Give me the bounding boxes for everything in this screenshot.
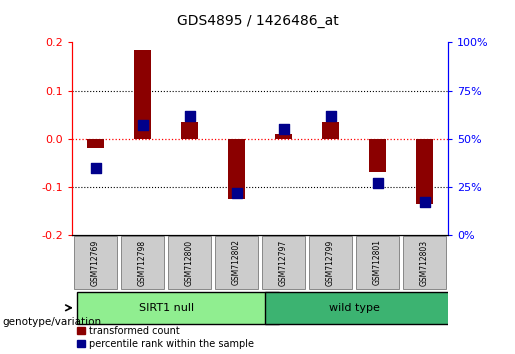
Text: wild type: wild type bbox=[329, 303, 380, 313]
FancyBboxPatch shape bbox=[122, 236, 164, 289]
FancyBboxPatch shape bbox=[263, 236, 305, 289]
Bar bbox=[134, 50, 151, 139]
Text: genotype/variation: genotype/variation bbox=[3, 317, 101, 327]
Bar bbox=[181, 122, 198, 139]
FancyBboxPatch shape bbox=[310, 236, 352, 289]
Point bbox=[92, 165, 100, 170]
FancyBboxPatch shape bbox=[265, 292, 467, 324]
Text: GSM712801: GSM712801 bbox=[373, 239, 382, 285]
Text: SIRT1 null: SIRT1 null bbox=[139, 303, 194, 313]
Text: GSM712799: GSM712799 bbox=[326, 239, 335, 286]
Point bbox=[327, 113, 335, 119]
Point bbox=[373, 180, 382, 186]
FancyBboxPatch shape bbox=[168, 236, 211, 289]
Text: GSM712797: GSM712797 bbox=[279, 239, 288, 286]
Text: GSM712769: GSM712769 bbox=[91, 239, 100, 286]
FancyBboxPatch shape bbox=[215, 236, 258, 289]
Text: GSM712798: GSM712798 bbox=[138, 239, 147, 286]
FancyBboxPatch shape bbox=[75, 236, 117, 289]
Text: GSM712803: GSM712803 bbox=[420, 239, 429, 286]
Point bbox=[280, 126, 288, 132]
FancyBboxPatch shape bbox=[403, 236, 445, 289]
Point bbox=[232, 190, 241, 195]
Text: GSM712802: GSM712802 bbox=[232, 239, 241, 285]
Point bbox=[185, 113, 194, 119]
Bar bbox=[88, 139, 104, 148]
Bar bbox=[322, 122, 339, 139]
Legend: transformed count, percentile rank within the sample: transformed count, percentile rank withi… bbox=[77, 326, 253, 349]
Bar bbox=[228, 139, 245, 199]
Point bbox=[139, 122, 147, 128]
Bar bbox=[276, 134, 292, 139]
FancyBboxPatch shape bbox=[77, 292, 279, 324]
Bar bbox=[416, 139, 433, 204]
Point bbox=[420, 199, 428, 205]
Bar bbox=[369, 139, 386, 172]
Text: GSM712800: GSM712800 bbox=[185, 239, 194, 286]
FancyBboxPatch shape bbox=[356, 236, 399, 289]
Text: GDS4895 / 1426486_at: GDS4895 / 1426486_at bbox=[177, 14, 338, 28]
